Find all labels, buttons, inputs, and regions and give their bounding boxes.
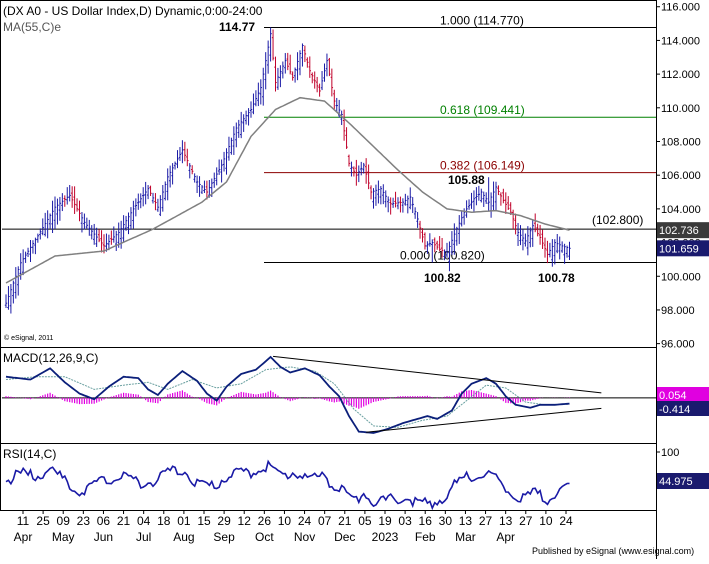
x-tick-month-label: Mar xyxy=(455,530,476,544)
rsi-title: RSI(14,C) xyxy=(3,447,56,461)
x-tick-day-label: 09 xyxy=(57,514,71,528)
price-last-value-box xyxy=(657,240,709,257)
ma-legend: MA(55,C)e xyxy=(3,20,61,34)
chart-title: (DX A0 - US Dollar Index,D) Dynamic,0:00… xyxy=(3,4,263,18)
x-tick-month-label: Sep xyxy=(213,530,235,544)
fib-label-1.000: 1.000 (114.770) xyxy=(440,13,524,27)
x-tick-month-label: Jul xyxy=(136,530,151,544)
macd-trendline xyxy=(366,407,602,433)
price-annotation: 100.82 xyxy=(424,271,461,285)
esignal-watermark: © eSignal, 2011 xyxy=(4,334,54,342)
x-tick-day-label: 18 xyxy=(157,514,171,528)
x-tick-day-label: 23 xyxy=(77,514,91,528)
price-y-tick-label: 110.000 xyxy=(661,103,700,115)
price-last-value-label: 101.659 xyxy=(659,243,699,255)
x-tick-day-label: 21 xyxy=(338,514,352,528)
x-tick-month-label: Dec xyxy=(334,530,355,544)
price-last-value-label: 102.736 xyxy=(659,225,699,237)
price-last-value-box xyxy=(657,222,709,239)
x-tick-month-label: Apr xyxy=(14,530,33,544)
price-y-tick-label: 96.000 xyxy=(661,339,695,351)
x-tick-day-label: 24 xyxy=(298,514,312,528)
x-tick-day-label: 27 xyxy=(479,514,493,528)
x-tick-day-label: 06 xyxy=(97,514,111,528)
macd-last-value-box xyxy=(657,387,709,402)
x-tick-day-label: 24 xyxy=(559,514,573,528)
x-tick-day-label: 26 xyxy=(258,514,272,528)
x-tick-day-label: 13 xyxy=(459,514,473,528)
x-tick-day-label: 10 xyxy=(539,514,553,528)
x-tick-month-label: 2023 xyxy=(372,530,399,544)
x-tick-day-label: 11 xyxy=(17,514,30,528)
macd-line xyxy=(5,355,570,434)
x-tick-month-label: Oct xyxy=(255,530,274,544)
rsi-panel: 100 44.975 xyxy=(5,447,709,511)
price-panel: 116.000 114.000 112.000 110.000 108.000 106.0… xyxy=(2,2,709,351)
x-tick-day-label: 07 xyxy=(318,514,332,528)
x-tick-day-label: 29 xyxy=(217,514,231,528)
x-tick-day-label: 15 xyxy=(197,514,211,528)
price-y-tick-label: 112.000 xyxy=(661,69,700,81)
price-y-tick-label: 106.000 xyxy=(661,170,701,182)
x-tick-day-label: 27 xyxy=(519,514,533,528)
resistance-label: (102.800) xyxy=(592,213,643,227)
macd-last-value-label: -0.414 xyxy=(659,404,690,416)
x-tick-day-label: 25 xyxy=(36,514,50,528)
macd-panel: 0.054 -0.414 xyxy=(2,355,709,434)
macd-title: MACD(12,26,9,C) xyxy=(3,351,98,365)
chart-frame xyxy=(0,0,657,559)
x-tick-month-label: Apr xyxy=(496,530,515,544)
x-tick-month-label: Nov xyxy=(294,530,315,544)
price-annotation: 114.77 xyxy=(219,20,255,34)
price-y-tick-label: 100.000 xyxy=(661,271,701,283)
x-tick-day-label: 19 xyxy=(378,514,392,528)
x-tick-day-label: 01 xyxy=(177,514,191,528)
price-y-tick-label: 114.000 xyxy=(661,35,700,47)
x-tick-month-label: Feb xyxy=(415,530,436,544)
rsi-last-value-label: 44.975 xyxy=(659,476,693,488)
x-tick-day-label: 21 xyxy=(117,514,131,528)
x-tick-month-label: Aug xyxy=(173,530,194,544)
x-tick-month-label: Jun xyxy=(94,530,113,544)
price-y-tick-label: 98.000 xyxy=(661,305,695,317)
panel-border xyxy=(0,443,657,511)
x-tick-day-label: 04 xyxy=(137,514,151,528)
price-y-tick-label: 108.000 xyxy=(661,136,701,148)
price-y-tick-label: 104.000 xyxy=(661,204,701,216)
macd-signal-line xyxy=(5,366,570,428)
rsi-last-value-box xyxy=(657,473,709,489)
fib-label-0.618: 0.618 (109.441) xyxy=(440,103,525,117)
x-tick-day-label: 12 xyxy=(238,514,252,528)
x-tick-day-label: 13 xyxy=(499,514,513,528)
rsi-line xyxy=(5,459,570,511)
x-tick-day-label: 05 xyxy=(358,514,372,528)
rsi-y-tick-label: 100 xyxy=(661,447,679,459)
price-y-tick-label: 116.000 xyxy=(661,2,700,14)
macd-last-value-label: 0.054 xyxy=(659,390,687,402)
x-tick-day-label: 03 xyxy=(398,514,412,528)
x-tick-day-label: 10 xyxy=(278,514,292,528)
panel-border xyxy=(0,0,657,348)
price-annotation: 100.78 xyxy=(538,271,575,285)
footer-credit: Published by eSignal (www.esignal.com) xyxy=(532,546,694,556)
x-tick-day-label: 16 xyxy=(419,514,433,528)
fib-label-0.382: 0.382 (106.149) xyxy=(440,159,525,173)
price-annotation: 105.88 xyxy=(448,173,485,187)
x-tick-day-label: 30 xyxy=(439,514,453,528)
macd-trendline xyxy=(272,355,602,394)
x-tick-month-label: May xyxy=(52,530,75,544)
ma-line xyxy=(5,96,570,284)
macd-last-value-box xyxy=(657,401,709,416)
